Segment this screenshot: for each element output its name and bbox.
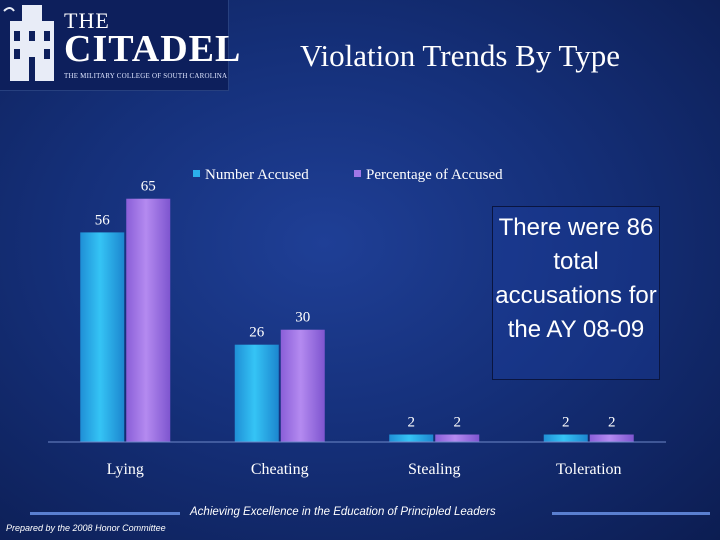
bar-toleration-number bbox=[543, 434, 588, 442]
citadel-logo: THE CITADEL THE MILITARY COLLEGE OF SOUT… bbox=[0, 0, 240, 91]
x-tick-label: Stealing bbox=[408, 461, 460, 478]
callout-box: There were 86 total accusations for the … bbox=[492, 206, 660, 380]
logo-the: THE bbox=[64, 8, 110, 33]
x-tick-label: Cheating bbox=[251, 461, 309, 478]
data-label: 30 bbox=[295, 310, 310, 326]
data-label: 2 bbox=[562, 415, 570, 431]
legend-swatch bbox=[354, 170, 361, 177]
prepared-by: Prepared by the 2008 Honor Committee bbox=[6, 523, 166, 533]
data-label: 26 bbox=[249, 325, 265, 341]
footer-tagline: Achieving Excellence in the Education of… bbox=[190, 506, 496, 518]
slide-title: Violation Trends By Type bbox=[300, 38, 621, 73]
bar-lying-number bbox=[80, 232, 125, 442]
bar-chart: Number Accused Percentage of Accused 56 65… bbox=[48, 167, 666, 478]
legend-label: Number Accused bbox=[205, 167, 309, 183]
citadel-tower-icon bbox=[3, 5, 54, 81]
footer-rule-left bbox=[30, 512, 180, 515]
data-label: 2 bbox=[454, 415, 462, 431]
bar-cheating-percentage bbox=[280, 329, 325, 442]
x-tick-label: Lying bbox=[107, 461, 144, 478]
chart-legend: Number Accused Percentage of Accused bbox=[193, 167, 503, 183]
logo-citadel: CITADEL bbox=[64, 28, 242, 70]
chart-bars: 56 65 26 30 2 2 2 2 bbox=[80, 179, 634, 442]
bar-stealing-percentage bbox=[435, 434, 480, 442]
legend-swatch bbox=[193, 170, 200, 177]
logo-tagline: THE MILITARY COLLEGE OF SOUTH CAROLINA bbox=[64, 72, 228, 80]
x-tick-label: Toleration bbox=[556, 461, 622, 478]
data-label: 56 bbox=[95, 212, 111, 228]
data-label: 2 bbox=[608, 415, 616, 431]
bar-cheating-number bbox=[234, 344, 279, 442]
bar-lying-percentage bbox=[126, 198, 171, 442]
logo-wordmark: THE CITADEL bbox=[64, 8, 242, 70]
data-label: 65 bbox=[141, 179, 156, 195]
x-axis-labels: Lying Cheating Stealing Toleration bbox=[107, 461, 622, 478]
legend-label: Percentage of Accused bbox=[366, 167, 503, 183]
bar-stealing-number bbox=[389, 434, 434, 442]
footer-rule-right bbox=[552, 512, 710, 515]
data-label: 2 bbox=[408, 415, 416, 431]
bar-toleration-percentage bbox=[589, 434, 634, 442]
